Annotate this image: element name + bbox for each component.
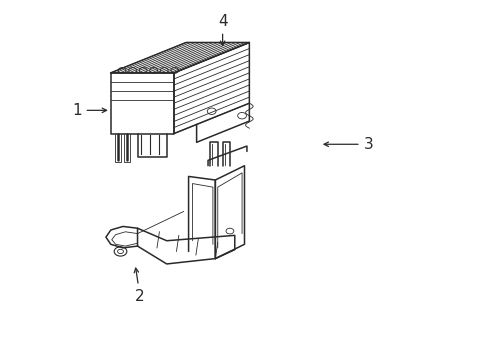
Text: 3: 3 (324, 137, 373, 152)
Text: 2: 2 (134, 268, 144, 303)
Text: 4: 4 (217, 14, 227, 45)
Text: 1: 1 (72, 103, 106, 118)
